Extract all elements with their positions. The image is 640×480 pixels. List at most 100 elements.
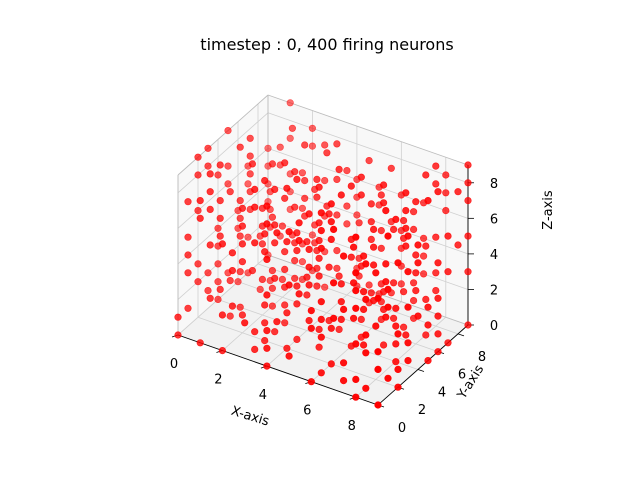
y-tick-label: 6 bbox=[458, 368, 466, 383]
neuron-point bbox=[291, 257, 299, 265]
neuron-point bbox=[261, 319, 269, 327]
neuron-point bbox=[434, 330, 442, 338]
neuron-point bbox=[362, 349, 370, 357]
z-tick-label: 4 bbox=[490, 248, 498, 263]
neuron-point bbox=[206, 170, 214, 178]
neuron-point bbox=[367, 289, 375, 297]
neuron-point bbox=[333, 175, 341, 183]
neuron-point bbox=[454, 241, 462, 249]
neuron-point bbox=[352, 287, 360, 295]
neuron-point bbox=[444, 339, 452, 347]
neuron-point bbox=[400, 217, 408, 225]
neuron-point bbox=[206, 205, 214, 213]
neuron-point bbox=[370, 225, 378, 233]
neuron-point bbox=[317, 298, 325, 306]
neuron-point bbox=[444, 232, 452, 240]
neuron-point bbox=[327, 218, 335, 226]
neuron-point bbox=[362, 384, 370, 392]
neuron-point bbox=[194, 153, 202, 161]
neuron-point bbox=[285, 228, 293, 236]
neuron-point bbox=[244, 233, 252, 241]
neuron-point bbox=[315, 343, 323, 351]
neuron-point bbox=[367, 235, 375, 243]
neuron-point bbox=[216, 214, 224, 222]
neuron-point bbox=[308, 231, 317, 239]
neuron-point bbox=[248, 160, 256, 168]
neuron-point bbox=[410, 279, 418, 287]
neuron-point bbox=[464, 232, 472, 240]
neuron-point bbox=[343, 220, 351, 228]
neuron-point bbox=[333, 140, 341, 148]
neuron-point bbox=[218, 347, 226, 355]
neuron-point bbox=[251, 345, 259, 354]
neuron-point bbox=[313, 282, 321, 290]
neuron-point bbox=[382, 313, 390, 321]
pane-edge bbox=[177, 94, 269, 176]
neuron-point bbox=[307, 378, 315, 386]
y-axis-line bbox=[377, 324, 469, 406]
neuron-point bbox=[464, 321, 472, 329]
neuron-point bbox=[303, 238, 311, 246]
neuron-point bbox=[337, 191, 345, 199]
neuron-point bbox=[308, 142, 317, 150]
neuron-point bbox=[303, 273, 311, 281]
neuron-point bbox=[434, 259, 442, 267]
neuron-point bbox=[295, 237, 303, 245]
neuron-point bbox=[352, 393, 360, 401]
neuron-point bbox=[424, 303, 432, 311]
neuron-point bbox=[248, 267, 256, 275]
neuron-point bbox=[420, 270, 428, 278]
pane-edge bbox=[267, 94, 469, 166]
neuron-point bbox=[384, 303, 392, 311]
neuron-point bbox=[325, 263, 333, 271]
neuron-point bbox=[315, 183, 323, 191]
neuron-point bbox=[432, 287, 440, 295]
neuron-point bbox=[313, 193, 321, 201]
neuron-point bbox=[317, 227, 325, 235]
neuron-point bbox=[402, 331, 410, 339]
neuron-point bbox=[404, 268, 412, 276]
x-axis-line bbox=[177, 334, 379, 406]
neuron-point bbox=[340, 252, 348, 260]
neuron-point bbox=[268, 160, 277, 168]
neuron-point bbox=[410, 297, 418, 305]
neuron-point bbox=[394, 330, 402, 338]
neuron-point bbox=[236, 214, 244, 222]
z-gridline bbox=[267, 219, 469, 290]
neuron-point bbox=[317, 209, 325, 217]
neuron-point bbox=[402, 207, 410, 215]
neuron-point bbox=[305, 210, 313, 218]
neuron-point bbox=[293, 282, 301, 290]
x-tick-label: 8 bbox=[348, 419, 356, 434]
neuron-point bbox=[295, 290, 303, 298]
neuron-point bbox=[350, 279, 358, 287]
neuron-point bbox=[286, 134, 294, 142]
neuron-point bbox=[434, 294, 442, 302]
neuron-point bbox=[434, 348, 442, 356]
y-gridline bbox=[257, 263, 459, 335]
neuron-point bbox=[196, 339, 204, 347]
neuron-point bbox=[226, 188, 234, 196]
neuron-point bbox=[343, 202, 351, 210]
z-axis-label: Z-axis bbox=[541, 190, 556, 230]
neuron-point bbox=[291, 274, 299, 282]
z-gridline bbox=[267, 147, 469, 219]
neuron-point bbox=[360, 252, 368, 260]
neuron-point bbox=[271, 328, 279, 336]
neuron-point bbox=[271, 239, 279, 247]
neuron-point bbox=[293, 247, 301, 255]
neuron-point bbox=[402, 224, 410, 232]
neuron-point bbox=[394, 259, 402, 267]
neuron-point bbox=[315, 219, 323, 227]
neuron-point bbox=[286, 99, 294, 107]
neuron-point bbox=[288, 124, 297, 132]
neuron-point bbox=[404, 303, 412, 311]
neuron-point bbox=[174, 313, 182, 321]
neuron-point bbox=[283, 184, 291, 192]
neuron-point bbox=[377, 244, 385, 252]
y-tick-label: 2 bbox=[418, 403, 426, 418]
x-gridline bbox=[355, 316, 447, 398]
neuron-point bbox=[271, 274, 279, 282]
neuron-point bbox=[360, 305, 368, 314]
neuron-point bbox=[184, 269, 192, 277]
